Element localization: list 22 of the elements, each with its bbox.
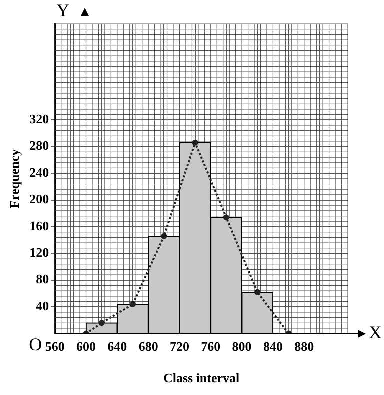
- y-tick-label: 160: [30, 218, 50, 234]
- x-tick-label: 840: [263, 338, 283, 354]
- x-tick-label: 880: [294, 338, 314, 354]
- x-tick-label: 640: [108, 338, 128, 354]
- x-axis-title: Class interval: [163, 370, 240, 386]
- y-axis-title: Frequency: [7, 148, 22, 208]
- x-tick-label: 560: [45, 338, 65, 354]
- y-tick-label: 120: [30, 245, 50, 260]
- text: O: [29, 334, 42, 355]
- y-tick-label: 280: [30, 138, 50, 154]
- x-tick-label: 800: [232, 338, 252, 354]
- y-tick-label: 240: [30, 164, 50, 180]
- y-tick-label: 200: [30, 192, 50, 207]
- x-tick-label: 760: [201, 338, 221, 354]
- text: X: [369, 322, 382, 343]
- y-tick-label: 320: [30, 112, 50, 127]
- x-tick-label: 680: [138, 338, 158, 354]
- y-tick-label: 40: [36, 298, 50, 314]
- text: Y: [56, 0, 70, 21]
- x-tick-label: 600: [76, 338, 96, 354]
- x-tick-label: 720: [170, 338, 190, 354]
- y-tick-label: 80: [36, 272, 50, 287]
